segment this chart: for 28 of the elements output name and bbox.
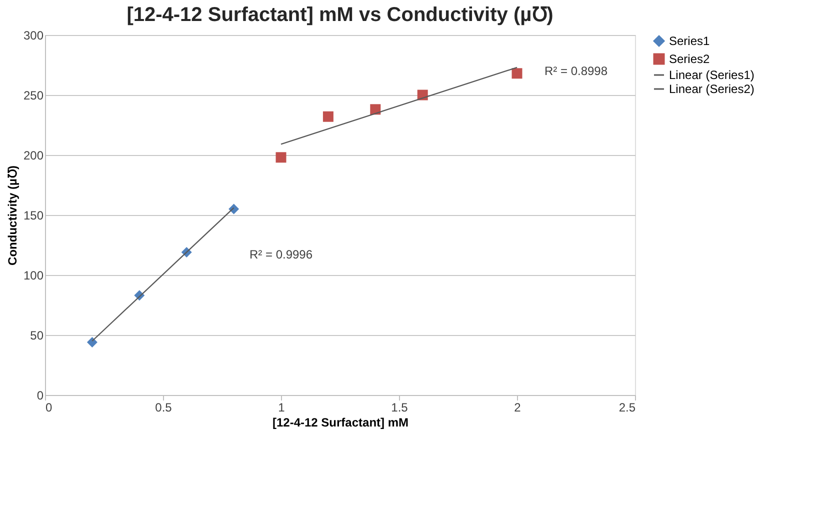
legend-label: Linear (Series1): [669, 68, 754, 82]
point: [322, 111, 334, 122]
y-tick-label: 50: [30, 328, 44, 342]
point: [512, 68, 522, 79]
x-tick-label: 2.5: [618, 400, 636, 414]
legend-label: Linear (Series2): [669, 82, 754, 96]
y-tick-label: 150: [23, 208, 44, 222]
y-tick-label: 250: [23, 88, 44, 102]
x-tick-label: 1.5: [391, 400, 408, 414]
annotation: R² = 0.9996: [249, 248, 313, 262]
y-axis-title: Conductivity (µ℧): [5, 166, 20, 266]
point: [276, 152, 286, 163]
point: [86, 336, 98, 348]
x-tick-label: 0.5: [155, 400, 172, 414]
point: [370, 104, 381, 115]
legend-label: Series1: [669, 34, 710, 48]
x-axis-title: [12-4-12 Surfactant] mM: [272, 416, 409, 430]
x-tick-label: 1: [278, 400, 286, 414]
y-tick-label: 100: [23, 268, 44, 282]
point: [228, 204, 240, 214]
chart-title: [12-4-12 Surfactant] mM vs Conductivity (µ℧): [126, 4, 554, 26]
annotation: R² = 0.8998: [544, 64, 608, 78]
y-tick-label: 0: [36, 388, 44, 402]
y-tick-label: 300: [23, 28, 44, 42]
x-tick-label: 0: [46, 400, 52, 414]
y-tick-label: 200: [23, 148, 44, 162]
x-tick-label: 2: [514, 400, 522, 414]
legend-label: Series2: [669, 52, 710, 66]
